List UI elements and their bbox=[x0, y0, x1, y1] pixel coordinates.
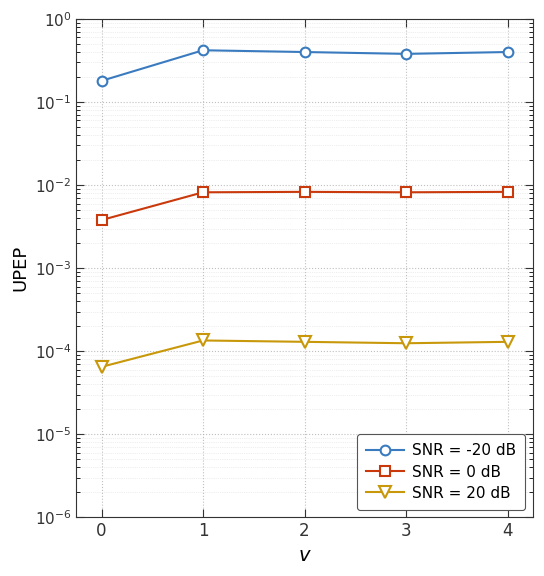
SNR = 0 dB bbox=[403, 189, 409, 196]
SNR = 0 dB bbox=[301, 188, 308, 195]
Line: SNR = -20 dB: SNR = -20 dB bbox=[97, 46, 512, 86]
SNR = -20 dB bbox=[403, 51, 409, 58]
SNR = 20 dB bbox=[403, 340, 409, 347]
SNR = -20 dB bbox=[200, 47, 206, 54]
SNR = 0 dB bbox=[98, 217, 105, 223]
Y-axis label: UPEP: UPEP bbox=[11, 245, 29, 291]
SNR = -20 dB bbox=[301, 48, 308, 55]
SNR = 20 dB bbox=[200, 337, 206, 344]
SNR = 0 dB bbox=[200, 189, 206, 196]
SNR = 20 dB bbox=[98, 363, 105, 370]
SNR = -20 dB bbox=[504, 48, 511, 55]
Line: SNR = 20 dB: SNR = 20 dB bbox=[95, 334, 514, 373]
SNR = 20 dB bbox=[301, 338, 308, 345]
X-axis label: v: v bbox=[299, 546, 310, 565]
SNR = -20 dB bbox=[98, 77, 105, 84]
Line: SNR = 0 dB: SNR = 0 dB bbox=[97, 187, 512, 225]
SNR = 0 dB bbox=[504, 188, 511, 195]
Legend: SNR = -20 dB, SNR = 0 dB, SNR = 20 dB: SNR = -20 dB, SNR = 0 dB, SNR = 20 dB bbox=[357, 434, 526, 510]
SNR = 20 dB bbox=[504, 338, 511, 345]
